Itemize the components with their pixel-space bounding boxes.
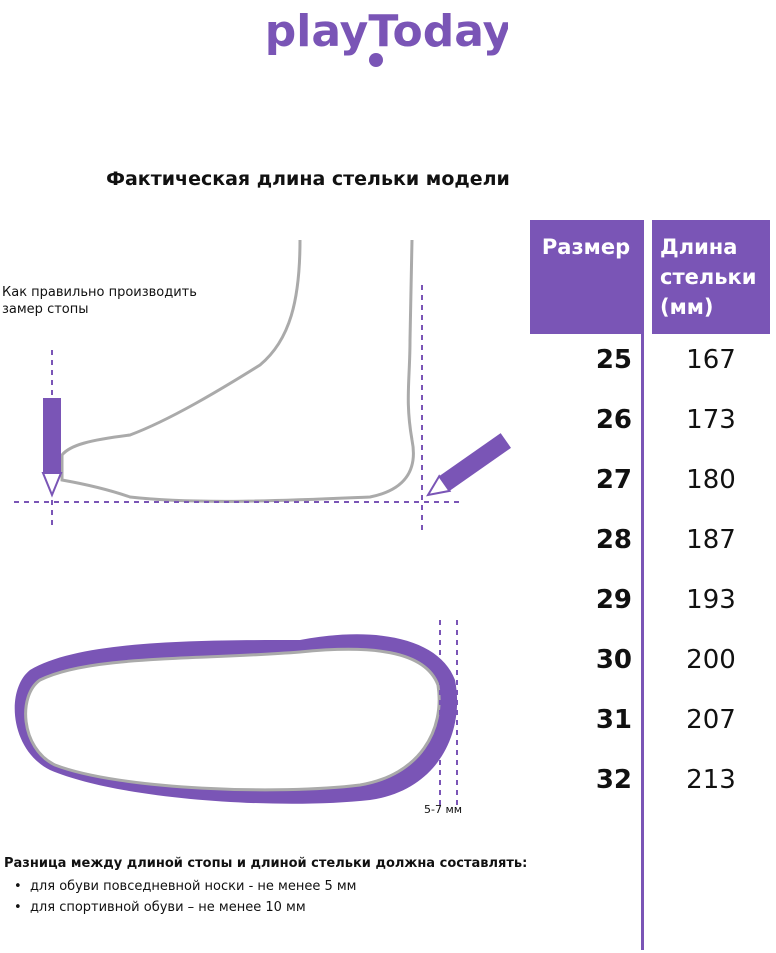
length-cell: 213 (686, 765, 736, 795)
length-cell: 167 (686, 345, 736, 375)
length-cell: 180 (686, 465, 736, 495)
svg-text:playToday: playToday (268, 6, 508, 57)
length-header: Длина стельки (мм) (652, 220, 770, 334)
measure-instruction: Как правильно производить замер стопы (2, 284, 197, 318)
length-cell: 207 (686, 705, 736, 735)
page-title: Фактическая длина стельки модели (106, 168, 510, 190)
header-line: стельки (660, 265, 757, 289)
table-divider (641, 220, 644, 950)
size-cell: 32 (595, 765, 632, 795)
size-header: Размер (530, 220, 642, 334)
difference-item: • для спортивной обуви – не менее 10 мм (14, 900, 306, 915)
difference-heading: Разница между длиной стопы и длиной стел… (4, 856, 528, 871)
item-text: для спортивной обуви – не менее 10 мм (29, 900, 306, 915)
size-cell: 26 (595, 405, 632, 435)
size-cell: 29 (595, 585, 632, 615)
gap-label: 5-7 мм (424, 803, 463, 816)
size-cell: 28 (595, 525, 632, 555)
foot-illustration (14, 239, 511, 805)
length-cell: 173 (686, 405, 736, 435)
length-cell: 193 (686, 585, 736, 615)
length-cell: 200 (686, 645, 736, 675)
item-text: для обуви повседневной носки - не менее … (29, 879, 357, 894)
header-line: (мм) (660, 295, 714, 319)
size-cell: 30 (595, 645, 632, 675)
header-line: Длина (660, 235, 738, 259)
difference-item: • для обуви повседневной носки - не мене… (14, 879, 357, 894)
length-cell: 187 (686, 525, 736, 555)
instruction-line: Как правильно производить (2, 285, 197, 300)
instruction-line: замер стопы (2, 302, 89, 317)
size-cell: 31 (595, 705, 632, 735)
playtoday-logo: playToday (268, 6, 508, 67)
pencil-icon (43, 398, 61, 473)
size-cell: 25 (595, 345, 632, 375)
size-cell: 27 (595, 465, 632, 495)
